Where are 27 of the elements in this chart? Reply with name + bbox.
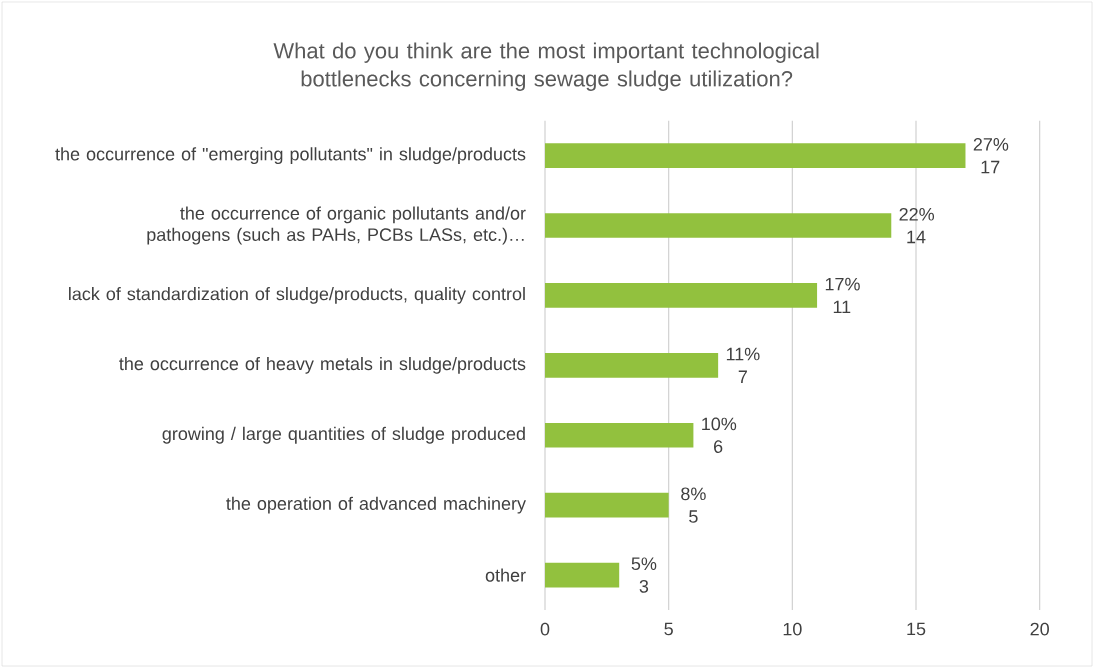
x-tick-label: 5: [664, 622, 673, 636]
y-tick-label: the operation of advanced machinery: [226, 496, 526, 514]
x-tick-label: 15: [907, 622, 926, 636]
y-tick-label: the occurrence of heavy metals in sludge/products: [119, 356, 526, 374]
data-label: 17% 11: [825, 277, 860, 314]
data-label: 8% 5: [681, 487, 706, 523]
y-tick-label: growing / large quantities of sludge produced: [162, 426, 525, 444]
y-tick-label: other: [485, 568, 526, 582]
data-label: 11% 7: [726, 347, 760, 383]
x-tick-label: 20: [1030, 622, 1049, 636]
bar: [545, 562, 620, 588]
data-label: 27% 17: [973, 138, 1009, 174]
bar: [545, 283, 818, 308]
y-tick-label: the occurrence of "emerging pollutants" in sludge/products: [55, 147, 526, 165]
bar: [545, 213, 892, 238]
bar: [545, 492, 669, 518]
y-tick-label: lack of standardization of sludge/products, quality control: [69, 287, 525, 304]
bar: [545, 353, 719, 378]
bar: [545, 143, 966, 168]
data-label: 5% 3: [631, 557, 657, 593]
data-label: 10% 6: [702, 417, 737, 453]
bar: [545, 422, 694, 448]
data-label: 22% 14: [899, 207, 935, 244]
x-tick-label: 0: [540, 622, 550, 636]
y-tick-label: the occurrence of organic pollutants and/or pathogens (such as PAHs, PCBs LASs, etc.)…: [147, 206, 526, 245]
x-tick-label: 10: [783, 622, 802, 636]
chart-title: What do you think are the most important technological bottlenecks concerning sewage sludge utilization?: [273, 42, 819, 91]
